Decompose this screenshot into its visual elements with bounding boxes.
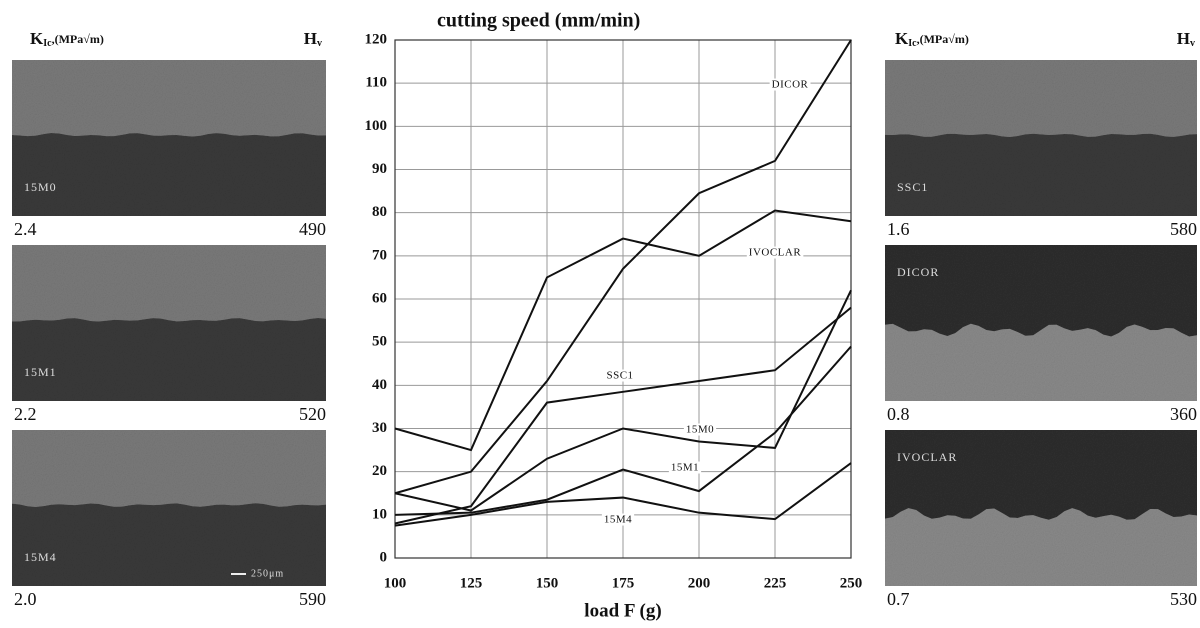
h-header: Hv — [304, 29, 322, 49]
k-header: KIc,(MPa√m) — [30, 29, 104, 49]
series-label: 15M0 — [686, 424, 714, 436]
y-tick-label: 110 — [365, 75, 387, 91]
k-value: 1.6 — [887, 219, 910, 239]
k-value: 2.0 — [14, 589, 37, 609]
h-symbol: H — [1177, 29, 1190, 48]
x-tick-label: 175 — [612, 575, 635, 591]
series-line — [394, 306, 852, 525]
y-tick-label: 40 — [372, 377, 387, 393]
series-line — [394, 39, 852, 495]
y-tick-label: 120 — [365, 31, 388, 47]
x-tick-label: 250 — [840, 575, 863, 591]
y-tick-label: 90 — [372, 161, 387, 177]
h-symbol: H — [304, 29, 317, 48]
series-label: 15M4 — [604, 514, 632, 526]
y-tick-label: 70 — [372, 247, 387, 263]
k-subscript: Ic — [43, 38, 52, 49]
micrograph — [12, 60, 326, 216]
h-value: 490 — [299, 219, 326, 239]
k-value: 0.8 — [887, 404, 910, 424]
series-line — [394, 345, 852, 516]
series-label: 15M1 — [671, 462, 699, 474]
scale-label: 250μm — [251, 568, 284, 579]
series-label: DICOR — [772, 79, 809, 91]
y-tick-label: 80 — [372, 204, 387, 220]
x-axis-label: load F (g) — [584, 600, 661, 621]
panel-label: 15M1 — [24, 365, 57, 379]
micrograph-lower — [885, 323, 1197, 401]
panel-label: DICOR — [897, 265, 939, 279]
micrograph-lower — [885, 133, 1197, 216]
label-bg — [683, 423, 717, 436]
h-header: Hv — [1177, 29, 1195, 49]
x-tick-label: 150 — [536, 575, 559, 591]
y-tick-label: 60 — [372, 290, 387, 306]
label-bg — [769, 78, 811, 91]
k-unit: ,(MPa√m) — [52, 32, 104, 46]
plot-frame — [394, 39, 852, 559]
series-line — [394, 462, 852, 527]
micrograph — [12, 430, 326, 586]
micrograph — [12, 245, 326, 401]
chart-title: cutting speed (mm/min) — [437, 10, 640, 32]
x-tick-label: 200 — [688, 575, 711, 591]
x-tick-label: 225 — [764, 575, 787, 591]
panel-label: SSC1 — [897, 180, 928, 194]
series-line — [394, 209, 852, 452]
y-tick-label: 0 — [380, 549, 388, 565]
label-bg — [668, 461, 702, 474]
label-bg — [601, 513, 635, 526]
micrograph — [885, 245, 1197, 401]
y-tick-label: 10 — [372, 506, 387, 522]
micrograph-lower — [12, 133, 326, 216]
k-symbol: K — [30, 29, 44, 48]
k-symbol: K — [895, 29, 909, 48]
k-unit: ,(MPa√m) — [917, 32, 969, 46]
series-label: SSC1 — [606, 370, 633, 382]
x-tick-label: 100 — [384, 575, 407, 591]
h-subscript: v — [317, 38, 322, 49]
micrograph-lower — [12, 318, 326, 401]
panel-label: 15M0 — [24, 180, 57, 194]
k-value: 2.2 — [14, 404, 37, 424]
micrograph — [885, 430, 1197, 586]
micrograph — [885, 60, 1197, 216]
panel-label: IVOCLAR — [897, 450, 957, 464]
panel-label: 15M4 — [24, 550, 57, 564]
label-bg — [604, 369, 636, 382]
label-bg — [746, 246, 804, 259]
h-value: 580 — [1170, 219, 1197, 239]
k-value: 2.4 — [14, 219, 37, 239]
h-value: 520 — [299, 404, 326, 424]
k-header: KIc,(MPa√m) — [895, 29, 969, 49]
h-subscript: v — [1190, 38, 1195, 49]
y-tick-label: 20 — [372, 463, 387, 479]
k-subscript: Ic — [908, 38, 917, 49]
h-value: 530 — [1170, 589, 1197, 609]
y-tick-label: 100 — [365, 118, 388, 134]
h-value: 360 — [1170, 404, 1197, 424]
series-label: IVOCLAR — [749, 247, 802, 259]
y-tick-label: 30 — [372, 420, 387, 436]
micrograph-lower — [12, 503, 326, 586]
k-value: 0.7 — [887, 589, 910, 609]
series-line — [394, 289, 852, 512]
x-tick-label: 125 — [460, 575, 483, 591]
y-tick-label: 50 — [372, 334, 387, 350]
h-value: 590 — [299, 589, 326, 609]
micrograph-lower — [885, 508, 1197, 586]
